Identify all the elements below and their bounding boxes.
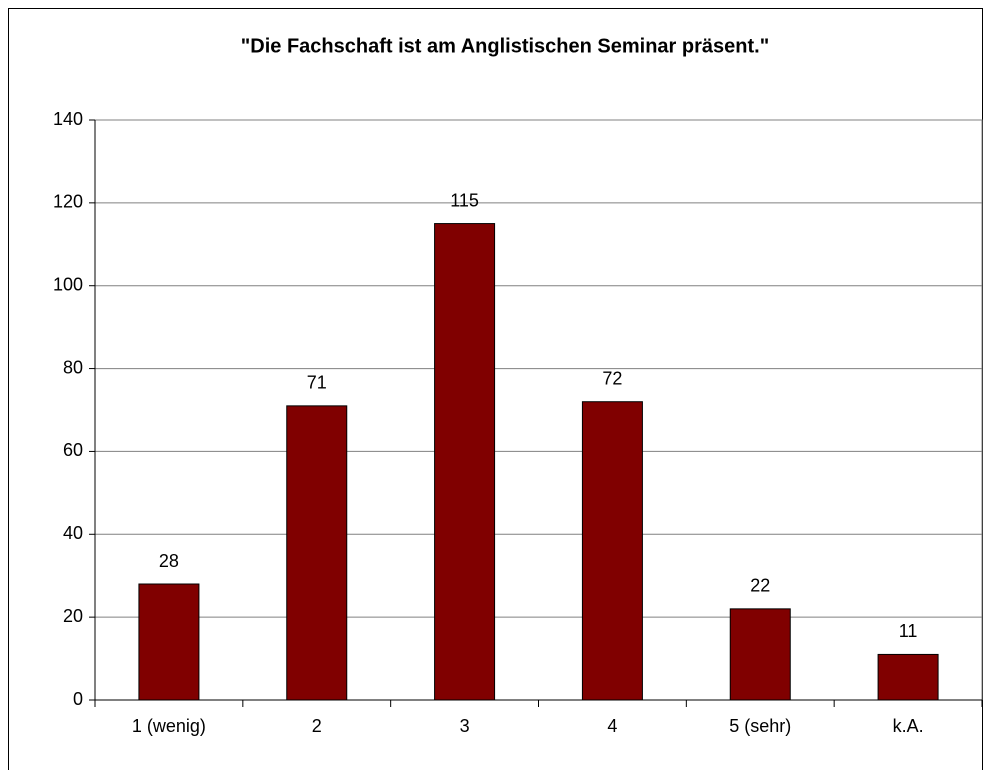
bar — [434, 223, 496, 701]
y-tick-label: 80 — [63, 357, 83, 377]
bar — [729, 608, 791, 701]
y-tick-label: 40 — [63, 523, 83, 543]
chart-title: "Die Fachschaft ist am Anglistischen Sem… — [241, 35, 769, 57]
x-tick-label: 5 (sehr) — [729, 716, 791, 736]
plot-area — [94, 119, 983, 701]
x-tick-label: k.A. — [893, 716, 924, 736]
bar — [877, 653, 939, 701]
bar — [581, 401, 643, 701]
data-label: 72 — [602, 368, 622, 388]
y-tick-label: 120 — [53, 192, 83, 212]
data-label: 115 — [450, 190, 479, 210]
y-tick-label: 0 — [73, 689, 83, 709]
y-tick-label: 140 — [53, 109, 83, 129]
x-tick-label: 3 — [460, 716, 470, 736]
y-tick-label: 20 — [63, 606, 83, 626]
bar — [286, 405, 348, 701]
data-label: 28 — [159, 551, 179, 571]
y-tick-label: 100 — [53, 274, 83, 294]
y-tick-label: 60 — [63, 440, 83, 460]
data-label: 71 — [307, 373, 327, 393]
bar — [138, 583, 200, 701]
x-tick-label: 1 (wenig) — [132, 716, 206, 736]
x-tick-label: 4 — [607, 716, 617, 736]
data-label: 11 — [899, 621, 918, 641]
data-label: 22 — [750, 576, 770, 596]
x-tick-label: 2 — [312, 716, 322, 736]
